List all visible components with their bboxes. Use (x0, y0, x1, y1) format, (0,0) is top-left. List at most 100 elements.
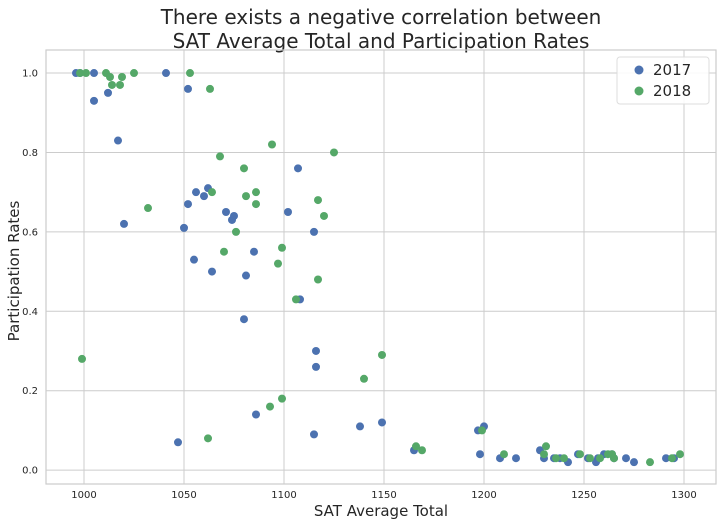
data-point-2018 (266, 402, 274, 411)
x-tick-label: 1250 (571, 490, 596, 501)
data-point-2017 (90, 96, 98, 105)
y-tick-labels: 0.0 0.2 0.4 0.6 0.8 1.0 (22, 69, 38, 477)
legend-label-2017: 2017 (653, 61, 691, 79)
data-point-2018 (610, 454, 618, 463)
y-tick-label: 0.0 (22, 466, 38, 477)
data-point-2017 (222, 208, 230, 217)
data-point-2017 (114, 136, 122, 145)
y-axis-label: Participation Rates (5, 201, 23, 342)
x-tick-label: 1150 (371, 490, 396, 501)
data-point-2018 (540, 450, 548, 459)
data-point-2018 (596, 454, 604, 463)
data-point-2017 (512, 454, 520, 463)
data-point-2018 (204, 434, 212, 443)
x-tick-label: 1000 (71, 490, 96, 501)
data-point-2017 (284, 208, 292, 217)
data-point-2017 (162, 69, 170, 78)
data-point-2018 (130, 69, 138, 78)
data-point-2017 (312, 362, 320, 371)
data-point-2018 (576, 450, 584, 459)
data-point-2018 (232, 227, 240, 236)
y-tick-label: 0.8 (22, 148, 38, 159)
data-point-2018 (542, 442, 550, 451)
data-point-2018 (668, 454, 676, 463)
data-point-2018 (216, 152, 224, 161)
data-point-2018 (242, 192, 250, 201)
data-point-2018 (144, 204, 152, 213)
legend-label-2018: 2018 (653, 82, 691, 100)
data-point-2017 (180, 223, 188, 232)
legend-marker-2017 (634, 65, 644, 75)
y-tick-label: 0.2 (22, 386, 38, 397)
data-point-2018 (206, 84, 214, 93)
data-point-2018 (208, 188, 216, 197)
data-point-2018 (278, 243, 286, 252)
data-point-2018 (314, 275, 322, 284)
x-tick-label: 1100 (271, 490, 296, 501)
data-point-2017 (312, 346, 320, 355)
data-point-2018 (320, 211, 328, 220)
data-point-2018 (330, 148, 338, 157)
data-point-2017 (190, 255, 198, 264)
data-point-2017 (250, 247, 258, 256)
data-point-2017 (184, 84, 192, 93)
data-point-2017 (630, 458, 638, 467)
x-tick-label: 1050 (171, 490, 196, 501)
x-tick-labels: 1000 1050 1100 1150 1200 1250 1300 (71, 490, 696, 501)
data-point-2017 (240, 315, 248, 324)
data-point-2018 (360, 374, 368, 383)
data-point-2017 (184, 200, 192, 209)
chart-title-line-1: There exists a negative correlation betw… (160, 5, 602, 29)
data-point-2017 (208, 267, 216, 276)
x-tick-label: 1200 (471, 490, 496, 501)
data-point-2018 (252, 200, 260, 209)
data-point-2017 (120, 219, 128, 228)
data-point-2018 (118, 73, 126, 82)
data-point-2018 (314, 196, 322, 205)
legend-marker-2018 (634, 86, 644, 96)
data-point-2018 (78, 354, 86, 363)
data-point-2017 (90, 69, 98, 78)
data-point-2018 (676, 450, 684, 459)
data-point-2018 (106, 73, 114, 82)
legend: 2017 2018 (616, 56, 710, 105)
data-point-2018 (378, 350, 386, 359)
data-point-2018 (220, 247, 228, 256)
data-point-2017 (310, 227, 318, 236)
data-point-2018 (478, 426, 486, 435)
data-point-2017 (230, 211, 238, 220)
data-point-2018 (412, 442, 420, 451)
data-point-2018 (586, 454, 594, 463)
data-point-2017 (200, 192, 208, 201)
data-point-2018 (268, 140, 276, 149)
data-point-2017 (356, 422, 364, 431)
data-point-2018 (108, 80, 116, 89)
data-point-2017 (310, 430, 318, 439)
data-point-2018 (252, 188, 260, 197)
data-point-2018 (500, 450, 508, 459)
data-point-2018 (82, 69, 90, 78)
data-point-2018 (552, 454, 560, 463)
data-point-2017 (378, 418, 386, 427)
data-point-2017 (252, 410, 260, 419)
x-axis-label: SAT Average Total (314, 502, 448, 520)
y-tick-label: 1.0 (22, 69, 38, 80)
data-point-2017 (104, 88, 112, 97)
data-point-2018 (418, 446, 426, 455)
y-tick-label: 0.6 (22, 227, 38, 238)
data-point-2018 (186, 69, 194, 78)
data-points (72, 69, 684, 467)
data-point-2017 (192, 188, 200, 197)
plot-frame (45, 49, 717, 485)
data-point-2017 (622, 454, 630, 463)
data-point-2017 (662, 454, 670, 463)
data-point-2017 (294, 164, 302, 173)
grid-lines (46, 50, 716, 484)
data-point-2018 (646, 458, 654, 467)
chart-title-line-2: SAT Average Total and Participation Rate… (173, 29, 590, 53)
data-point-2017 (242, 271, 250, 280)
x-tick-label: 1300 (671, 490, 696, 501)
data-point-2018 (274, 259, 282, 268)
data-point-2017 (476, 450, 484, 459)
